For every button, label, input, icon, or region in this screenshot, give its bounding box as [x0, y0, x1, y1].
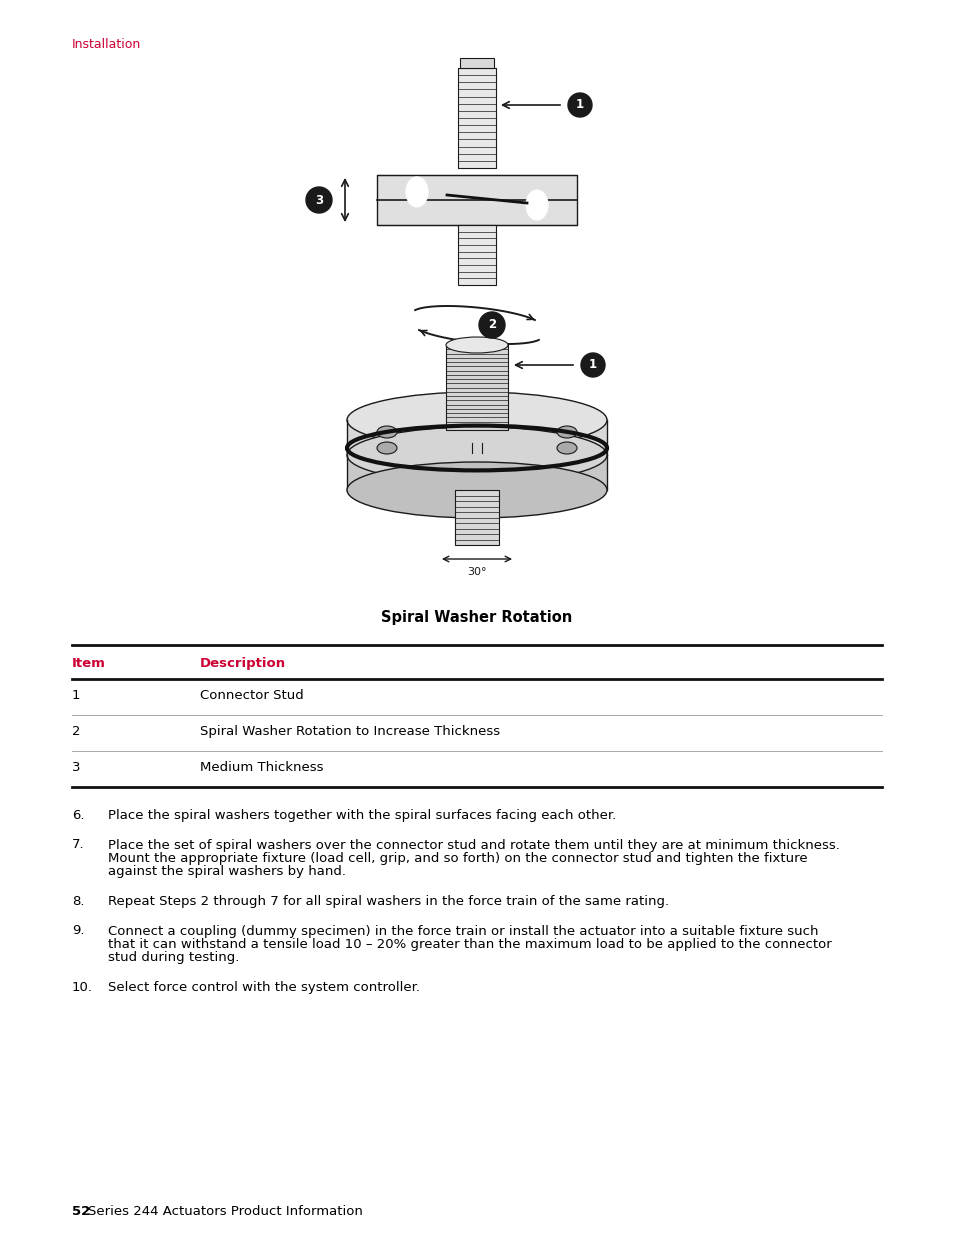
- Text: 8.: 8.: [71, 895, 85, 908]
- Bar: [455, 490, 498, 545]
- Ellipse shape: [557, 426, 577, 438]
- Bar: [457, 225, 496, 285]
- Text: 2: 2: [487, 319, 496, 331]
- Ellipse shape: [406, 177, 428, 207]
- Text: 3: 3: [71, 761, 80, 774]
- Text: Item: Item: [71, 657, 106, 671]
- Text: 52: 52: [71, 1205, 91, 1218]
- Text: 6.: 6.: [71, 809, 85, 823]
- Text: against the spiral washers by hand.: against the spiral washers by hand.: [108, 866, 346, 878]
- Bar: [457, 68, 496, 168]
- Text: 1: 1: [588, 358, 597, 372]
- Text: 7.: 7.: [71, 839, 85, 851]
- Text: Medium Thickness: Medium Thickness: [200, 761, 323, 774]
- Text: Connect a coupling (dummy specimen) in the force train or install the actuator i: Connect a coupling (dummy specimen) in t…: [108, 925, 818, 937]
- Text: Place the spiral washers together with the spiral surfaces facing each other.: Place the spiral washers together with t…: [108, 809, 616, 823]
- Text: Spiral Washer Rotation to Increase Thickness: Spiral Washer Rotation to Increase Thick…: [200, 725, 499, 739]
- Text: 10.: 10.: [71, 981, 92, 994]
- Text: stud during testing.: stud during testing.: [108, 951, 239, 965]
- Bar: [376, 175, 577, 225]
- Circle shape: [306, 186, 332, 212]
- Text: Place the set of spiral washers over the connector stud and rotate them until th: Place the set of spiral washers over the…: [108, 839, 839, 851]
- Text: 2: 2: [71, 725, 80, 739]
- Circle shape: [478, 312, 504, 338]
- Text: 30°: 30°: [467, 567, 486, 577]
- Bar: [459, 58, 494, 68]
- Text: Description: Description: [200, 657, 286, 671]
- Ellipse shape: [347, 427, 606, 483]
- Text: Series 244 Actuators Product Information: Series 244 Actuators Product Information: [88, 1205, 362, 1218]
- Ellipse shape: [446, 337, 507, 353]
- Text: Mount the appropriate fixture (load cell, grip, and so forth) on the connector s: Mount the appropriate fixture (load cell…: [108, 852, 807, 864]
- Text: Connector Stud: Connector Stud: [200, 689, 303, 701]
- Ellipse shape: [376, 442, 396, 454]
- Text: Spiral Washer Rotation: Spiral Washer Rotation: [381, 610, 572, 625]
- Ellipse shape: [347, 462, 606, 517]
- Text: 1: 1: [71, 689, 80, 701]
- Text: Select force control with the system controller.: Select force control with the system con…: [108, 981, 419, 994]
- Ellipse shape: [557, 442, 577, 454]
- Polygon shape: [347, 420, 606, 454]
- Bar: [446, 345, 507, 430]
- Circle shape: [567, 93, 592, 117]
- Ellipse shape: [376, 426, 396, 438]
- Text: 1: 1: [576, 99, 583, 111]
- Text: 3: 3: [314, 194, 323, 206]
- Ellipse shape: [525, 190, 547, 220]
- Polygon shape: [347, 454, 606, 490]
- Text: 9.: 9.: [71, 925, 85, 937]
- Text: that it can withstand a tensile load 10 – 20% greater than the maximum load to b: that it can withstand a tensile load 10 …: [108, 939, 831, 951]
- Text: Repeat Steps 2 through 7 for all spiral washers in the force train of the same r: Repeat Steps 2 through 7 for all spiral …: [108, 895, 668, 908]
- Ellipse shape: [347, 391, 606, 448]
- Text: Installation: Installation: [71, 38, 141, 51]
- Circle shape: [580, 353, 604, 377]
